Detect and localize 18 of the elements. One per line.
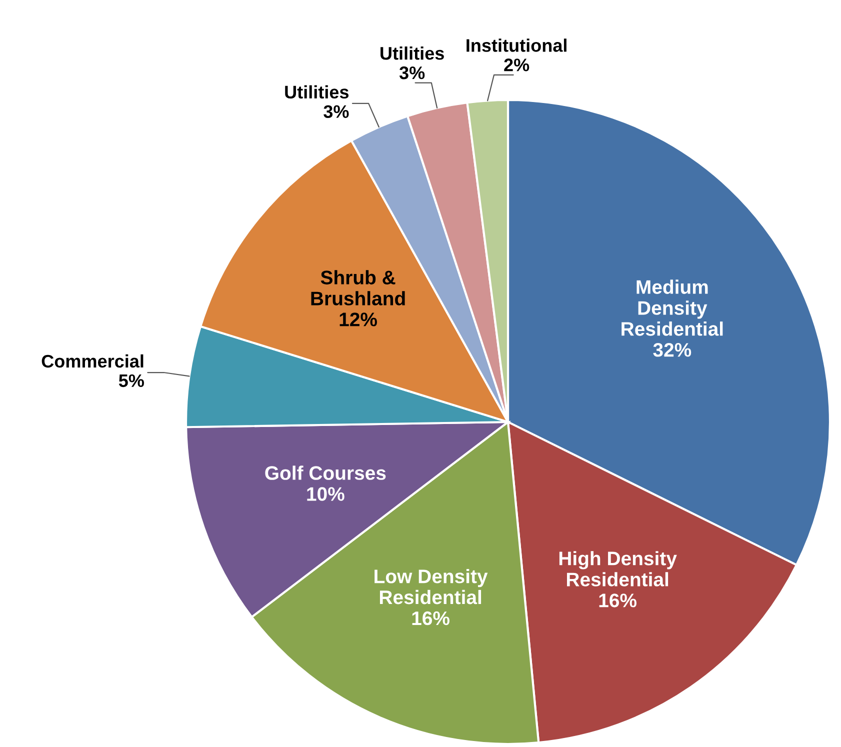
slice-label: Commercial — [42, 354, 144, 368]
slice-label: Shrub & Brushland — [311, 270, 405, 306]
slice-label: Utilities — [285, 85, 349, 99]
slice-label: Institutional — [466, 38, 566, 52]
data-label: 2% — [504, 58, 530, 72]
data-label: 5% — [118, 374, 144, 388]
slice-label: Utilities — [380, 46, 444, 60]
data-label: 32% — [653, 343, 692, 357]
slice-label: Golf Courses — [265, 466, 386, 480]
slice-label: High Density Residential — [559, 551, 677, 586]
data-label: 3% — [324, 105, 349, 118]
data-label: 10% — [307, 487, 344, 501]
slice-label: Medium Density Residential — [622, 280, 723, 336]
slice-label: Low Density Residential — [374, 568, 488, 604]
data-label: 3% — [399, 66, 425, 80]
data-label: 12% — [340, 312, 377, 326]
data-label: 16% — [412, 611, 450, 626]
data-label: 16% — [599, 594, 637, 608]
